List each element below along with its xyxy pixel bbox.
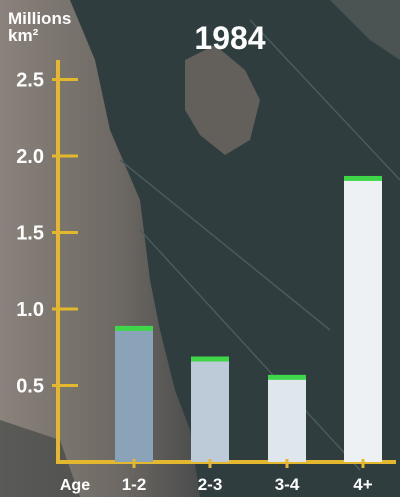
y-axis-unit-line2: km² — [8, 26, 39, 45]
y-tick-label: 2.0 — [16, 146, 44, 168]
y-axis-unit-line1: Millions — [8, 9, 72, 28]
y-tick-label: 1.0 — [16, 299, 44, 321]
y-tick-label: 2.5 — [16, 70, 44, 92]
bar — [191, 359, 229, 462]
ice-lines — [119, 19, 400, 471]
bar-cap — [268, 374, 306, 380]
coast-shadow — [0, 420, 80, 497]
landmass-top-right — [330, 0, 400, 60]
x-tick-label: 4+ — [353, 475, 372, 494]
x-tick-label: 2-3 — [198, 475, 223, 494]
bar — [115, 328, 153, 462]
y-tick-label: 1.5 — [16, 223, 44, 245]
x-axis-label: Age — [60, 477, 90, 494]
x-tick-label: 3-4 — [275, 475, 300, 494]
island — [185, 45, 260, 155]
bar-cap — [115, 325, 153, 331]
x-tick-label: 1-2 — [122, 475, 147, 494]
chart-title: 1984 — [194, 20, 266, 56]
bar-cap — [344, 175, 382, 181]
bar-cap — [191, 356, 229, 362]
y-tick-label: 0.5 — [16, 376, 44, 398]
bar — [268, 377, 306, 462]
bar — [344, 178, 382, 462]
